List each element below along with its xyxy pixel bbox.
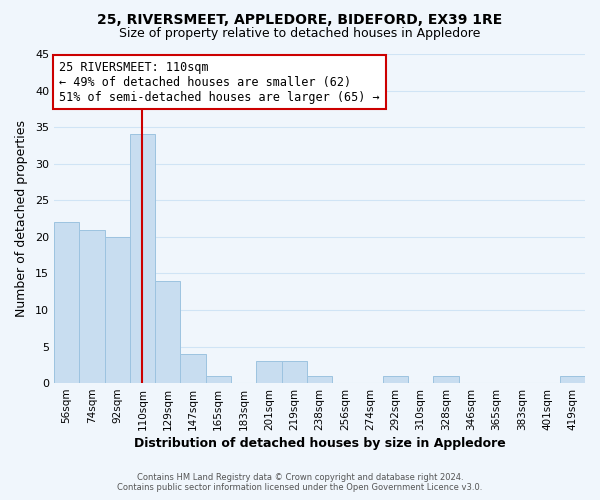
Bar bbox=[433, 376, 458, 383]
Bar bbox=[181, 354, 206, 383]
X-axis label: Distribution of detached houses by size in Appledore: Distribution of detached houses by size … bbox=[134, 437, 505, 450]
Bar bbox=[206, 376, 231, 383]
Bar bbox=[155, 280, 181, 383]
Text: Contains HM Land Registry data © Crown copyright and database right 2024.
Contai: Contains HM Land Registry data © Crown c… bbox=[118, 473, 482, 492]
Bar bbox=[307, 376, 332, 383]
Bar bbox=[104, 237, 130, 383]
Bar bbox=[130, 134, 155, 383]
Bar bbox=[54, 222, 79, 383]
Text: 25 RIVERSMEET: 110sqm
← 49% of detached houses are smaller (62)
51% of semi-deta: 25 RIVERSMEET: 110sqm ← 49% of detached … bbox=[59, 60, 380, 104]
Bar bbox=[281, 361, 307, 383]
Bar bbox=[79, 230, 104, 383]
Bar bbox=[256, 361, 281, 383]
Bar bbox=[383, 376, 408, 383]
Bar bbox=[560, 376, 585, 383]
Text: Size of property relative to detached houses in Appledore: Size of property relative to detached ho… bbox=[119, 28, 481, 40]
Y-axis label: Number of detached properties: Number of detached properties bbox=[15, 120, 28, 317]
Text: 25, RIVERSMEET, APPLEDORE, BIDEFORD, EX39 1RE: 25, RIVERSMEET, APPLEDORE, BIDEFORD, EX3… bbox=[97, 12, 503, 26]
